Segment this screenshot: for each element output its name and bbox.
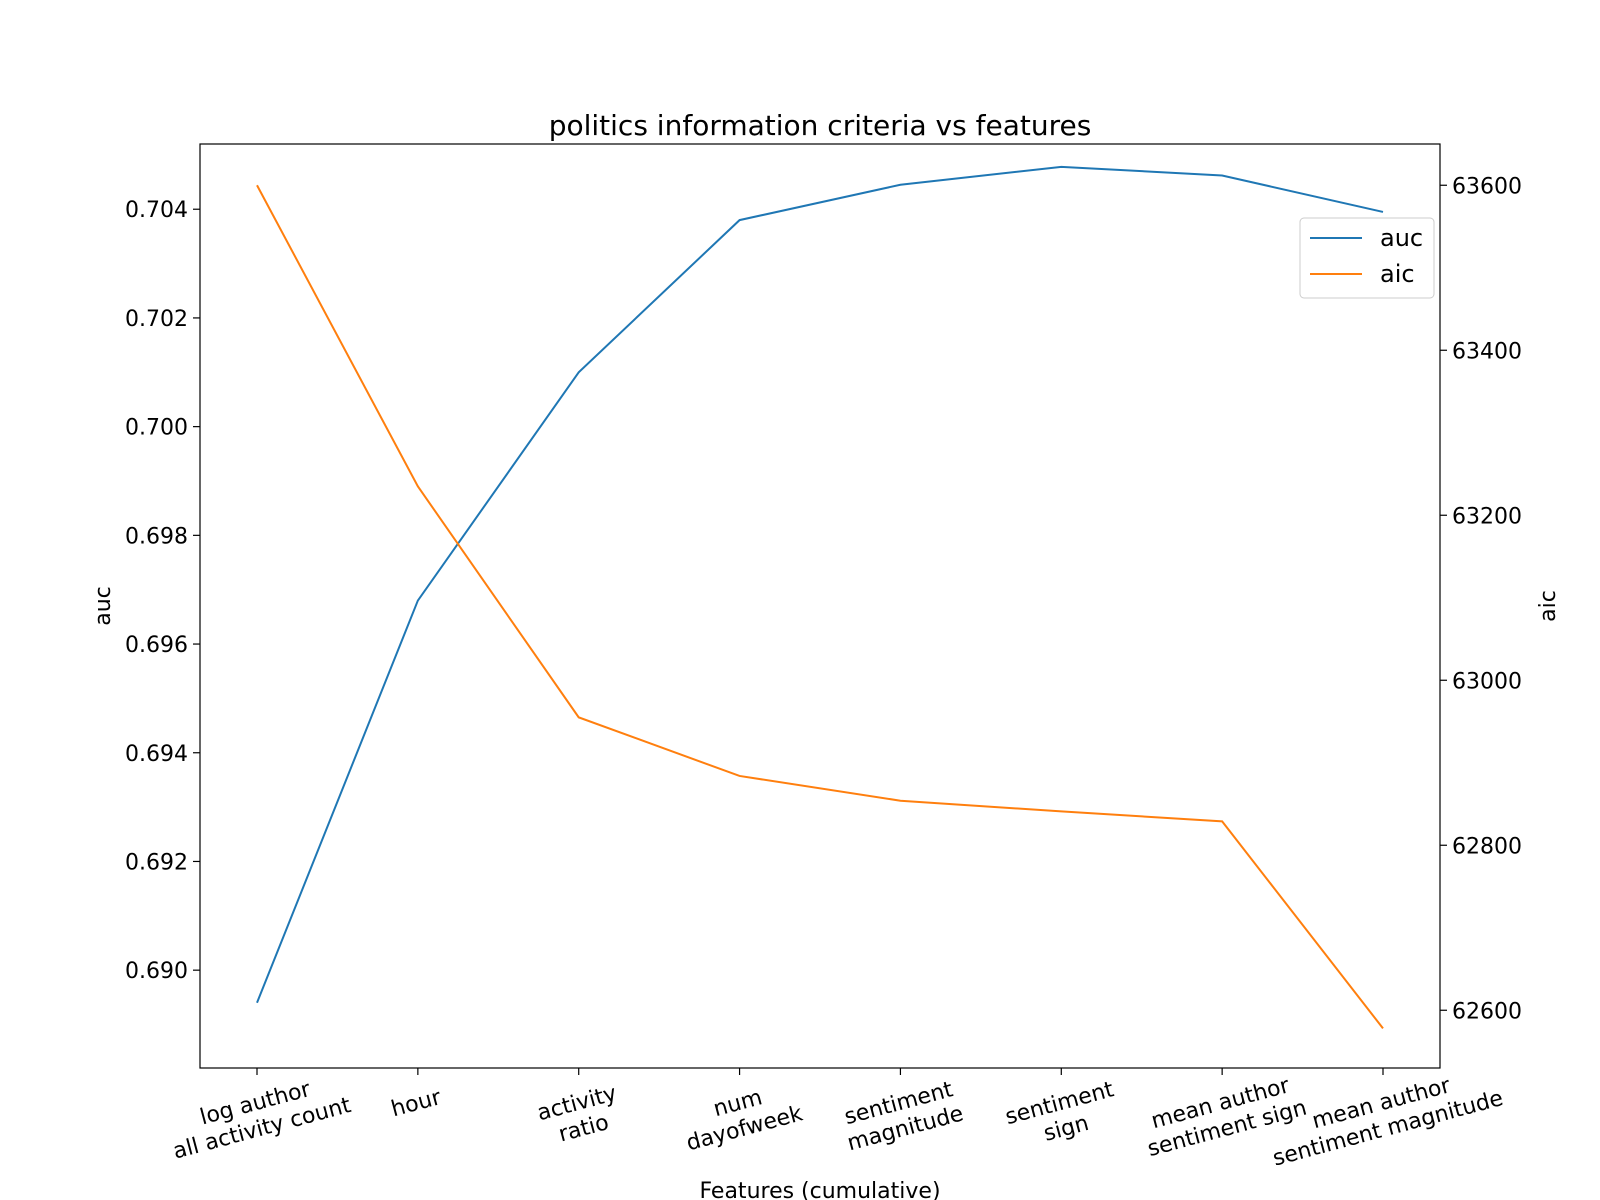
legend: auc aic — [1299, 217, 1435, 299]
y-left-tick-label: 0.704 — [125, 198, 188, 223]
y-left-tick-label: 0.694 — [125, 742, 188, 767]
y-left-tick-label: 0.692 — [125, 850, 188, 875]
legend-label-auc: auc — [1380, 224, 1423, 252]
plot-area — [199, 143, 1441, 1069]
y-right-tick-label: 63200 — [1452, 504, 1522, 529]
x-axis-label: Features (cumulative) — [699, 1179, 940, 1200]
y-right-tick-label: 62800 — [1452, 834, 1522, 859]
y-left-tick-label: 0.698 — [125, 524, 188, 549]
y-right-tick-label: 63600 — [1452, 174, 1522, 199]
series-lines — [256, 165, 1384, 1030]
legend-label-aic: aic — [1380, 260, 1415, 288]
left-axis: 0.690 0.692 0.694 0.696 0.698 0.700 0.702 0.704 — [125, 198, 200, 984]
series-line-auc — [256, 165, 1384, 1004]
y-axis-right-label: aic — [1536, 590, 1561, 622]
y-left-tick-label: 0.702 — [125, 307, 188, 332]
x-tick-label-line: hour — [389, 1085, 445, 1122]
y-right-tick-label: 63400 — [1452, 339, 1522, 364]
y-axis-left-label: auc — [91, 586, 116, 626]
y-left-tick-label: 0.690 — [125, 959, 188, 984]
x-tick-label: hour — [389, 1085, 445, 1122]
right-axis: 62600 62800 63000 63200 63400 63600 — [1440, 174, 1522, 1024]
series-line-aic — [256, 184, 1384, 1030]
y-right-tick-label: 63000 — [1452, 669, 1522, 694]
y-left-tick-label: 0.696 — [125, 633, 188, 658]
chart-title: politics information criteria vs feature… — [549, 109, 1092, 142]
y-right-tick-label: 62600 — [1452, 999, 1522, 1024]
y-left-tick-label: 0.700 — [125, 416, 188, 441]
